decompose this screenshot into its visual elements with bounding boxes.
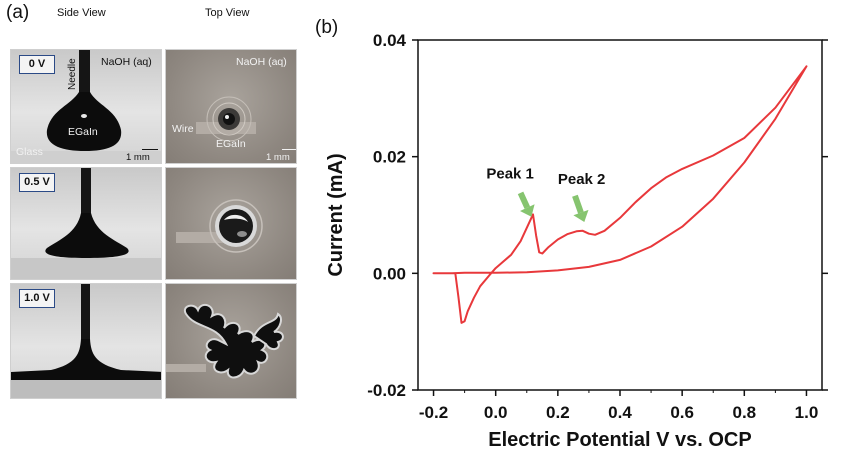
side-view-title: Side View (57, 7, 106, 19)
droplet-top-0v-image (196, 96, 256, 142)
arrow-head (573, 209, 589, 222)
x-axis-title: Electric Potential V vs. OCP (488, 429, 751, 451)
panel-b: (b) -0.2 0.0 0.2 0.4 0.6 0.8 1.0 -0.02 0.00 0.02… (300, 0, 848, 454)
top-view-photo-0v: NaOH (aq) Wire EGaIn 1 mm (165, 49, 297, 164)
x-tick-label: 0.0 (484, 403, 508, 422)
droplet-side-1-0v-image (11, 284, 161, 398)
cv-chart: (b) -0.2 0.0 0.2 0.4 0.6 0.8 1.0 -0.02 0.00 0.02… (315, 17, 828, 451)
voltage-badge-1-0v: 1.0 V (19, 289, 55, 308)
egain-side-label: EGaIn (68, 126, 98, 138)
y-axis-title: Current (mA) (325, 153, 347, 276)
side-view-photo-0v: 0 V Needle NaOH (aq) EGaIn Glass 1 mm (10, 49, 162, 164)
arrow-head (520, 204, 535, 217)
x-tick-label: 0.4 (608, 403, 632, 422)
side-view-photo-1-0v: 1.0 V (10, 283, 162, 399)
naoh-side-label: NaOH (aq) (101, 56, 152, 68)
top-view-title: Top View (205, 7, 250, 19)
droplet-top-1-0v-image (166, 303, 284, 379)
x-tick-label: 0.6 (670, 403, 694, 422)
arrow-shaft (517, 191, 531, 209)
voltage-badge-0-5v: 0.5 V (19, 173, 55, 192)
panel-b-label: (b) (315, 17, 338, 38)
scale-bar-top: 1 mm (266, 149, 296, 163)
x-tick-label: 1.0 (795, 403, 819, 422)
cv-curve-series (432, 65, 808, 324)
droplet-side-0-5v-image (11, 168, 161, 279)
y-tick-label: 0.00 (373, 264, 406, 283)
wire-label: Wire (172, 123, 194, 135)
top-view-photo-0-5v (165, 167, 297, 280)
arrow-shaft (572, 194, 584, 214)
y-tick-label: 0.04 (373, 31, 407, 50)
peak-1-label: Peak 1 (486, 165, 534, 182)
x-axis: -0.2 0.0 0.2 0.4 0.6 0.8 1.0 (419, 390, 818, 422)
top-view-photo-1-0v (165, 283, 297, 399)
y-tick-label: -0.02 (367, 381, 406, 400)
x-tick-label: -0.2 (419, 403, 448, 422)
droplet-side-0v-image (11, 50, 161, 163)
scale-bar-side: 1 mm (126, 149, 158, 163)
x-tick-label: 0.2 (546, 403, 570, 422)
plot-frame (417, 39, 823, 391)
y-axis: -0.02 0.00 0.02 0.04 (367, 31, 828, 400)
x-tick-label: 0.8 (732, 403, 756, 422)
naoh-top-label: NaOH (aq) (236, 56, 287, 68)
voltage-badge-0v: 0 V (19, 55, 55, 74)
glass-label: Glass (16, 146, 43, 158)
y-tick-label: 0.02 (373, 148, 406, 167)
peak-2-arrow (572, 194, 589, 222)
side-view-photo-0-5v: 0.5 V (10, 167, 162, 280)
peak-2-label: Peak 2 (558, 171, 606, 188)
droplet-top-0-5v-image (176, 199, 263, 253)
panel-a-label: (a) (6, 2, 30, 23)
panel-a: (a) Side View Top View 0 V Needle NaOH (… (0, 0, 300, 454)
peak-1-arrow (517, 191, 535, 217)
egain-top-label: EGaIn (216, 138, 246, 150)
needle-label: Needle (67, 58, 78, 90)
